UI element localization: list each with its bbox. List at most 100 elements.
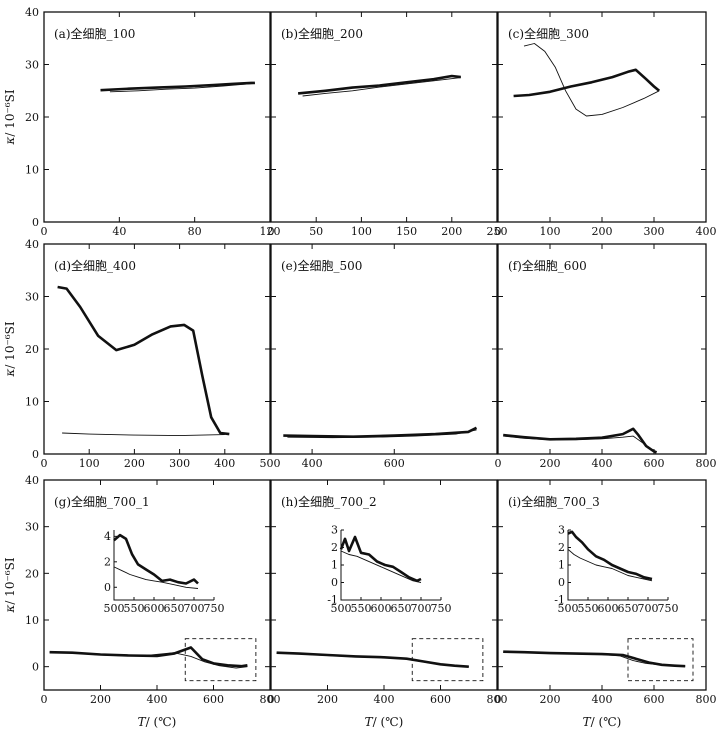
x-axis-title: T/ (℃) [365, 715, 404, 729]
x-tick-label: 800 [260, 693, 281, 706]
heating-curve [49, 646, 248, 668]
x-axis-labels: T/ (℃) T/ (℃) T/ (℃) [138, 715, 622, 729]
x-tick-label: 800 [487, 693, 508, 706]
inset-background [568, 530, 668, 600]
x-tick-label: 600 [384, 457, 405, 470]
heating-curve [503, 650, 686, 668]
heating-curve [503, 427, 658, 454]
y-tick-label: 0 [32, 661, 39, 674]
x-tick-label: 800 [696, 693, 717, 706]
x-tick-label: 300 [169, 457, 190, 470]
inset-y-tick-label: 0 [558, 576, 565, 589]
x-tick-label: 400 [214, 457, 235, 470]
x-tick-label: 200 [592, 225, 613, 238]
x-axis-symbol: T [583, 715, 592, 729]
y-axis-symbol: κ [3, 369, 17, 378]
inset-y-tick-label: -1 [554, 594, 565, 607]
y-tick-label: 10 [25, 614, 39, 627]
inset-x-tick-label: 650 [391, 602, 412, 615]
x-tick-label: 0 [41, 225, 48, 238]
y-tick-label: 10 [25, 396, 39, 409]
x-tick-label: 400 [147, 693, 168, 706]
y-tick-label: 40 [25, 474, 39, 487]
x-tick-label: 100 [351, 225, 372, 238]
inset-cooling-curve [567, 548, 653, 582]
panel-frame [43, 11, 271, 223]
heating-curve [513, 68, 661, 98]
y-axis-symbol: κ [3, 137, 17, 146]
x-tick-label: 200 [540, 693, 561, 706]
x-tick-label: 200 [317, 693, 338, 706]
x-tick-label: 600 [644, 457, 665, 470]
x-tick-label: 0 [495, 693, 502, 706]
zoom-region-box [411, 638, 484, 682]
x-tick-label: 0 [41, 457, 48, 470]
x-tick-label: 0 [41, 693, 48, 706]
inset-cooling-curve [340, 550, 422, 583]
inset-y-tick-label: 1 [331, 559, 338, 572]
y-tick-label: 30 [25, 59, 39, 72]
x-tick-label: 300 [644, 225, 665, 238]
y-tick-label: 40 [25, 238, 39, 251]
x-tick-label: 120 [260, 225, 281, 238]
panel-label: (a)全细胞_100 [54, 26, 135, 41]
inset-x-tick-label: 700 [184, 602, 205, 615]
y-axis-title: κ/ 10⁻⁶SI [3, 557, 17, 613]
inset-x-tick-label: 500 [104, 602, 125, 615]
inset-x-tick-label: 750 [658, 602, 679, 615]
cooling-curve [302, 77, 461, 97]
inset-y-tick-label: 0 [104, 581, 111, 594]
inset-heating-curve [113, 533, 199, 585]
inset-y-tick-label: 1 [558, 559, 565, 572]
y-axis-unit: / 10⁻⁶SI [3, 557, 17, 604]
y-tick-label: 20 [25, 111, 39, 124]
x-tick-label: 150 [396, 225, 417, 238]
inset-x-tick-label: 700 [411, 602, 432, 615]
inset-y-tick-label: 0 [331, 576, 338, 589]
cooling-curve [62, 432, 225, 437]
inset-x-tick-label: 550 [578, 602, 599, 615]
inset-x-tick-label: 550 [351, 602, 372, 615]
x-tick-label: 400 [696, 225, 717, 238]
inset-g: 0 2 4 500 550 600 650 700 750 [104, 530, 225, 615]
x-tick-label: 400 [374, 693, 395, 706]
y-tick-label: 10 [25, 164, 39, 177]
y-tick-label: 30 [25, 521, 39, 534]
panel-label: (b)全细胞_200 [281, 26, 363, 41]
panel-label: (e)全细胞_500 [281, 258, 362, 273]
inset-x-tick-label: 750 [204, 602, 225, 615]
x-tick-label: 200 [441, 225, 462, 238]
inset-x-tick-label: 500 [558, 602, 579, 615]
x-tick-label: 400 [302, 457, 323, 470]
x-tick-label: 600 [430, 693, 451, 706]
x-tick-label: 600 [644, 693, 665, 706]
x-tick-label: 100 [79, 457, 100, 470]
y-axis-title: κ/ 10⁻⁶SI [3, 89, 17, 145]
inset-cooling-curve [113, 566, 199, 589]
x-tick-label: 0 [495, 225, 502, 238]
inset-x-tick-label: 700 [638, 602, 659, 615]
y-axis-title: κ/ 10⁻⁶SI [3, 321, 17, 377]
heating-curve [100, 81, 255, 92]
panel-label: (i)全细胞_700_3 [508, 494, 600, 509]
x-tick-label: 200 [90, 693, 111, 706]
x-tick-label: 0 [268, 225, 275, 238]
x-axis-title: T/ (℃) [138, 715, 177, 729]
x-axis-symbol: T [138, 715, 147, 729]
y-tick-label: 0 [32, 216, 39, 229]
x-tick-label: 40 [112, 225, 126, 238]
heating-curve [276, 651, 469, 668]
inset-x-tick-label: 650 [164, 602, 185, 615]
y-axis-unit: / 10⁻⁶SI [3, 321, 17, 368]
x-tick-label: 50 [309, 225, 323, 238]
panel-frame [497, 243, 707, 455]
x-tick-label: 400 [592, 693, 613, 706]
panel-label: (g)全细胞_700_1 [54, 494, 150, 509]
x-tick-label: 500 [260, 457, 281, 470]
panel-b: 0 50 100 150 200 250 (b)全细胞_200 [268, 11, 508, 238]
inset-x-tick-label: 750 [431, 602, 452, 615]
x-tick-label: 0 [495, 457, 502, 470]
